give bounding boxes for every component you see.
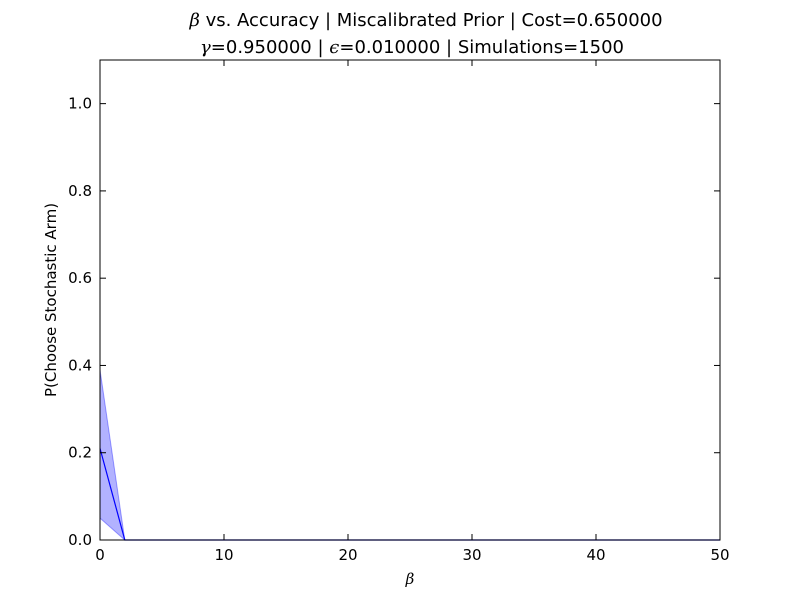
y-tick-label: 0.0	[68, 531, 92, 549]
chart-title-line2: γ=0.950000 | ϵ=0.010000 | Simulations=15…	[200, 37, 624, 58]
x-tick-label: 50	[710, 546, 729, 564]
chart-title-line1: β vs. Accuracy | Miscalibrated Prior | C…	[188, 10, 662, 31]
x-tick-label: 10	[214, 546, 233, 564]
y-tick-label: 0.8	[68, 182, 92, 200]
x-tick-label: 40	[586, 546, 605, 564]
x-tick-label: 30	[462, 546, 481, 564]
axis-ticks: 0 10 20 30 40 50 0.0 0.2 0.4 0.6 0.8 1.0	[68, 60, 730, 564]
x-tick-label: 0	[95, 546, 105, 564]
y-tick-label: 1.0	[68, 95, 92, 113]
axes-frame	[99, 59, 721, 541]
y-tick-label: 0.4	[68, 356, 92, 374]
y-tick-label: 0.2	[68, 444, 92, 462]
x-axis-label: β	[405, 570, 415, 588]
y-tick-label: 0.6	[68, 269, 92, 287]
x-tick-label: 20	[338, 546, 357, 564]
y-axis-label: P(Choose Stochastic Arm)	[42, 203, 60, 397]
